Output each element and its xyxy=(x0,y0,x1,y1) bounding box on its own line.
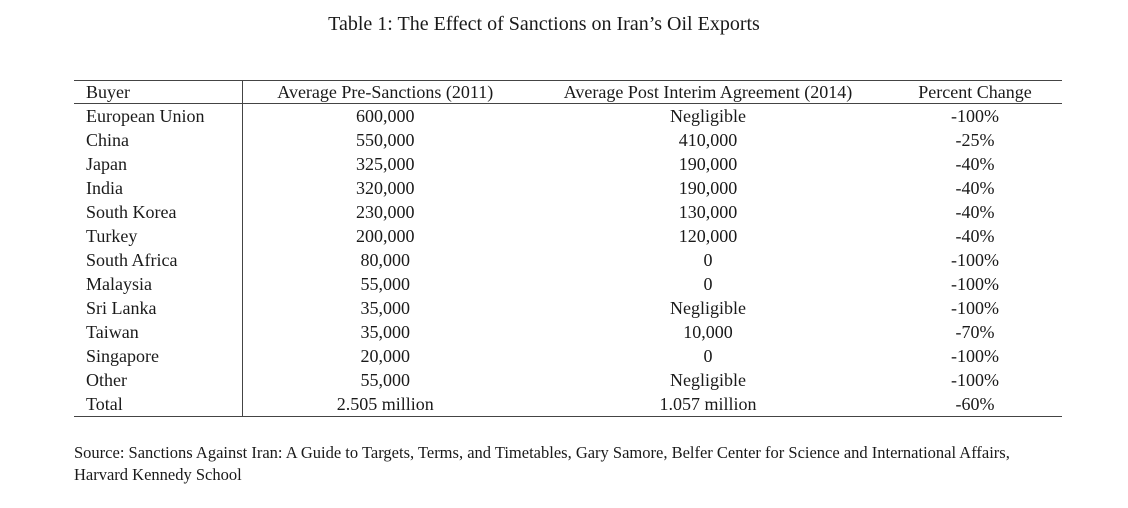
source-note: Source: Sanctions Against Iran: A Guide … xyxy=(74,443,1010,484)
pre-sanctions-cell: 55,000 xyxy=(360,370,411,390)
post-interim-cell: 0 xyxy=(703,274,713,294)
header-post-interim: Average Post Interim Agreement (2014) xyxy=(563,82,853,102)
post-interim-cell: 0 xyxy=(703,346,713,366)
pre-sanctions-cell: 80,000 xyxy=(360,250,411,270)
percent-change-cell: -100% xyxy=(951,250,999,270)
buyer-cell: India xyxy=(74,176,243,200)
oil-exports-table: Buyer Average Pre-Sanctions (2011) Avera… xyxy=(74,80,1062,417)
post-interim-cell: Negligible xyxy=(670,370,746,390)
buyer-cell: Total xyxy=(74,392,243,417)
post-interim-cell: 190,000 xyxy=(678,154,738,174)
table-row: Singapore 20,000 0 -100% xyxy=(74,344,1062,368)
header-percent-change: Percent Change xyxy=(918,82,1032,102)
table-row: South Africa 80,000 0 -100% xyxy=(74,248,1062,272)
pre-sanctions-cell: 20,000 xyxy=(360,346,411,366)
table-caption: Table 1: The Effect of Sanctions on Iran… xyxy=(328,13,760,35)
buyer-cell: Malaysia xyxy=(74,272,243,296)
table-row: South Korea 230,000 130,000 -40% xyxy=(74,200,1062,224)
buyer-cell: South Korea xyxy=(74,200,243,224)
post-interim-cell: 410,000 xyxy=(678,130,738,150)
table-row: China 550,000 410,000 -25% xyxy=(74,128,1062,152)
post-interim-cell: 190,000 xyxy=(678,178,738,198)
pre-sanctions-cell: 35,000 xyxy=(360,298,411,318)
percent-change-cell: -70% xyxy=(955,322,995,342)
percent-change-cell: -40% xyxy=(955,154,995,174)
buyer-cell: Taiwan xyxy=(74,320,243,344)
post-interim-cell: 130,000 xyxy=(678,202,738,222)
buyer-cell: Japan xyxy=(74,152,243,176)
percent-change-cell: -100% xyxy=(951,370,999,390)
table-row: Taiwan 35,000 10,000 -70% xyxy=(74,320,1062,344)
percent-change-cell: -100% xyxy=(951,106,999,126)
post-interim-cell: 0 xyxy=(703,250,713,270)
pre-sanctions-cell: 35,000 xyxy=(360,322,411,342)
table-row: Japan 325,000 190,000 -40% xyxy=(74,152,1062,176)
pre-sanctions-cell: 325,000 xyxy=(356,154,415,174)
post-interim-cell: Negligible xyxy=(670,106,746,126)
post-interim-cell: 120,000 xyxy=(678,226,738,246)
pre-sanctions-cell: 320,000 xyxy=(356,178,415,198)
header-buyer: Buyer xyxy=(74,80,243,104)
table-row: Sri Lanka 35,000 Negligible -100% xyxy=(74,296,1062,320)
buyer-cell: Other xyxy=(74,368,243,392)
pre-sanctions-cell: 600,000 xyxy=(356,106,415,126)
percent-change-cell: -40% xyxy=(955,202,995,222)
percent-change-cell: -40% xyxy=(955,226,995,246)
pre-sanctions-cell: 230,000 xyxy=(356,202,415,222)
table-row: European Union 600,000 Negligible -100% xyxy=(74,103,1062,128)
table-row: Total 2.505 million 1.057 million -60% xyxy=(74,392,1062,417)
buyer-cell: South Africa xyxy=(74,248,243,272)
percent-change-cell: -100% xyxy=(951,346,999,366)
buyer-cell: Sri Lanka xyxy=(74,296,243,320)
header-pre-sanctions: Average Pre-Sanctions (2011) xyxy=(277,82,494,102)
pre-sanctions-cell: 2.505 million xyxy=(336,394,434,414)
percent-change-cell: -100% xyxy=(951,274,999,294)
pre-sanctions-cell: 200,000 xyxy=(356,226,415,246)
table-row: Turkey 200,000 120,000 -40% xyxy=(74,224,1062,248)
buyer-cell: European Union xyxy=(74,103,243,128)
percent-change-cell: -25% xyxy=(955,130,995,150)
percent-change-cell: -60% xyxy=(955,394,995,414)
buyer-cell: China xyxy=(74,128,243,152)
post-interim-cell: 1.057 million xyxy=(659,394,757,414)
oil-exports-table-container: Buyer Average Pre-Sanctions (2011) Avera… xyxy=(74,80,1062,417)
pre-sanctions-cell: 55,000 xyxy=(360,274,411,294)
post-interim-cell: Negligible xyxy=(670,298,746,318)
percent-change-cell: -100% xyxy=(951,298,999,318)
table-row: India 320,000 190,000 -40% xyxy=(74,176,1062,200)
buyer-cell: Singapore xyxy=(74,344,243,368)
table-row: Malaysia 55,000 0 -100% xyxy=(74,272,1062,296)
post-interim-cell: 10,000 xyxy=(683,322,733,342)
pre-sanctions-cell: 550,000 xyxy=(356,130,415,150)
table-row: Other 55,000 Negligible -100% xyxy=(74,368,1062,392)
header-row: Buyer Average Pre-Sanctions (2011) Avera… xyxy=(74,80,1062,104)
table-body: European Union 600,000 Negligible -100% Chin… xyxy=(74,103,1062,417)
percent-change-cell: -40% xyxy=(955,178,995,198)
table-header: Buyer Average Pre-Sanctions (2011) Avera… xyxy=(74,80,1062,104)
buyer-cell: Turkey xyxy=(74,224,243,248)
